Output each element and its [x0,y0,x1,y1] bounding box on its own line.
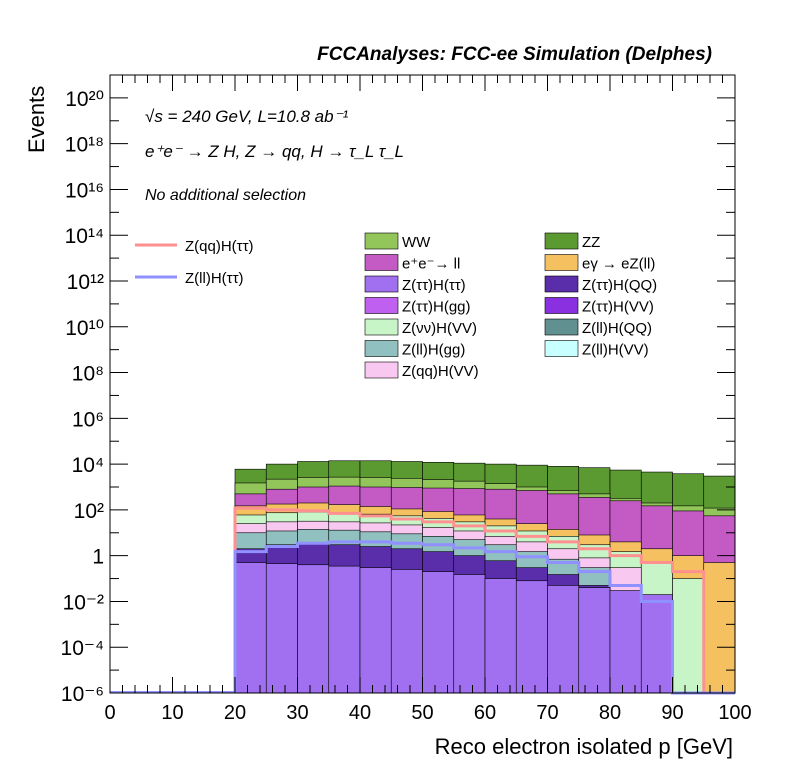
y-tick-label: 10⁴ [72,454,104,477]
stack-bar [265,563,298,694]
stack-bar [609,590,642,694]
x-tick-label: 30 [286,702,308,724]
x-tick-label: 20 [224,702,246,724]
legend-swatch [364,275,399,293]
stack-bar [297,564,330,694]
x-tick-label: 70 [536,702,558,724]
legend-swatch [364,361,399,379]
y-tick-label: 10¹⁶ [65,179,104,202]
y-axis-label: Events [24,86,49,153]
legend-label: e⁺e⁻→ ll [402,256,460,273]
process-line: e⁺e⁻ → Z H, Z → qq, H → τ_L τ_L [145,142,404,161]
energy-line: √s = 240 GeV, L=10.8 ab⁻¹ [145,107,349,126]
legend-swatch [544,318,579,336]
stack-bar [453,574,486,694]
legend-label: Z(ll)H(QQ) [582,320,652,337]
stack-bar [328,565,361,694]
y-tick-label: 10¹⁴ [65,225,104,248]
x-axis-label: Reco electron isolated p [GeV] [435,734,733,759]
x-tick-label: 90 [661,702,683,724]
stack-bar [484,578,517,694]
stack-bar [422,571,455,694]
legend-label: Z(ττ)H(ττ) [402,277,466,294]
x-tick-label: 60 [474,702,496,724]
stack-bar [515,580,548,694]
y-tick-label: 10⁶ [72,408,104,431]
legend-swatch [544,340,579,357]
legend-label: Z(ττ)H(QQ) [582,277,657,294]
stack-bar [359,567,392,694]
x-tick-label: 10 [161,702,183,724]
stack-bar [672,578,705,694]
legend-label: ZZ [582,234,600,251]
y-tick-label: 10⁻⁶ [61,683,104,706]
overlay-line-0 [233,506,735,695]
legend-swatch [364,232,399,250]
legend-label: Z(νν)H(VV) [402,320,477,337]
header-title: FCCAnalyses: FCC-ee Simulation (Delphes) [317,44,712,65]
y-tick-label: 10⁻² [63,591,104,614]
selection-note: No additional selection [145,187,306,204]
legend-swatch [364,318,399,336]
y-tick-label: 10²⁰ [65,88,104,111]
legend-label: Z(qq)H(ττ) [185,238,254,255]
legend-swatch [544,297,579,314]
stack-bar [547,585,580,694]
stack-series-8 [234,562,673,694]
overlay-line-1 [233,540,735,695]
x-tick-label: 50 [411,702,433,724]
legend-swatch [364,254,399,271]
stack-bar [703,562,736,694]
y-tick-label: 10⁸ [72,363,104,386]
x-tick-label: 0 [104,702,115,724]
legend-label: Z(ll)H(gg) [402,342,465,359]
legend-label: Z(ττ)H(gg) [402,299,471,316]
y-tick-label: 10² [74,500,104,523]
legend-label: eγ → eZ(ll) [582,256,655,273]
legend-label: WW [402,234,431,251]
y-tick-label: 10⁻⁴ [61,637,104,660]
y-tick-label: 1 [92,546,104,569]
stack-bar [640,594,673,694]
legend-label: Z(qq)H(VV) [402,363,479,380]
legend-swatch [364,340,399,357]
legend-label: Z(ττ)H(VV) [582,299,654,316]
y-tick-label: 10¹⁸ [65,134,104,157]
y-tick-label: 10¹⁰ [65,317,104,340]
x-tick-label: 40 [349,702,371,724]
legend-swatch [544,275,579,293]
plot-frame [109,74,736,694]
legend-swatch [544,232,579,250]
stack-bar [390,569,423,694]
stack-bar [234,562,267,694]
legend-label: Z(ll)H(VV) [582,342,649,359]
x-tick-label: 80 [599,702,621,724]
stack-bar [578,587,611,694]
y-tick-label: 10¹² [67,271,104,294]
legend-label: Z(ll)H(ττ) [185,270,244,287]
x-tick-label: 100 [718,702,751,724]
legend-swatch [364,297,399,314]
legend-swatch [544,254,579,271]
